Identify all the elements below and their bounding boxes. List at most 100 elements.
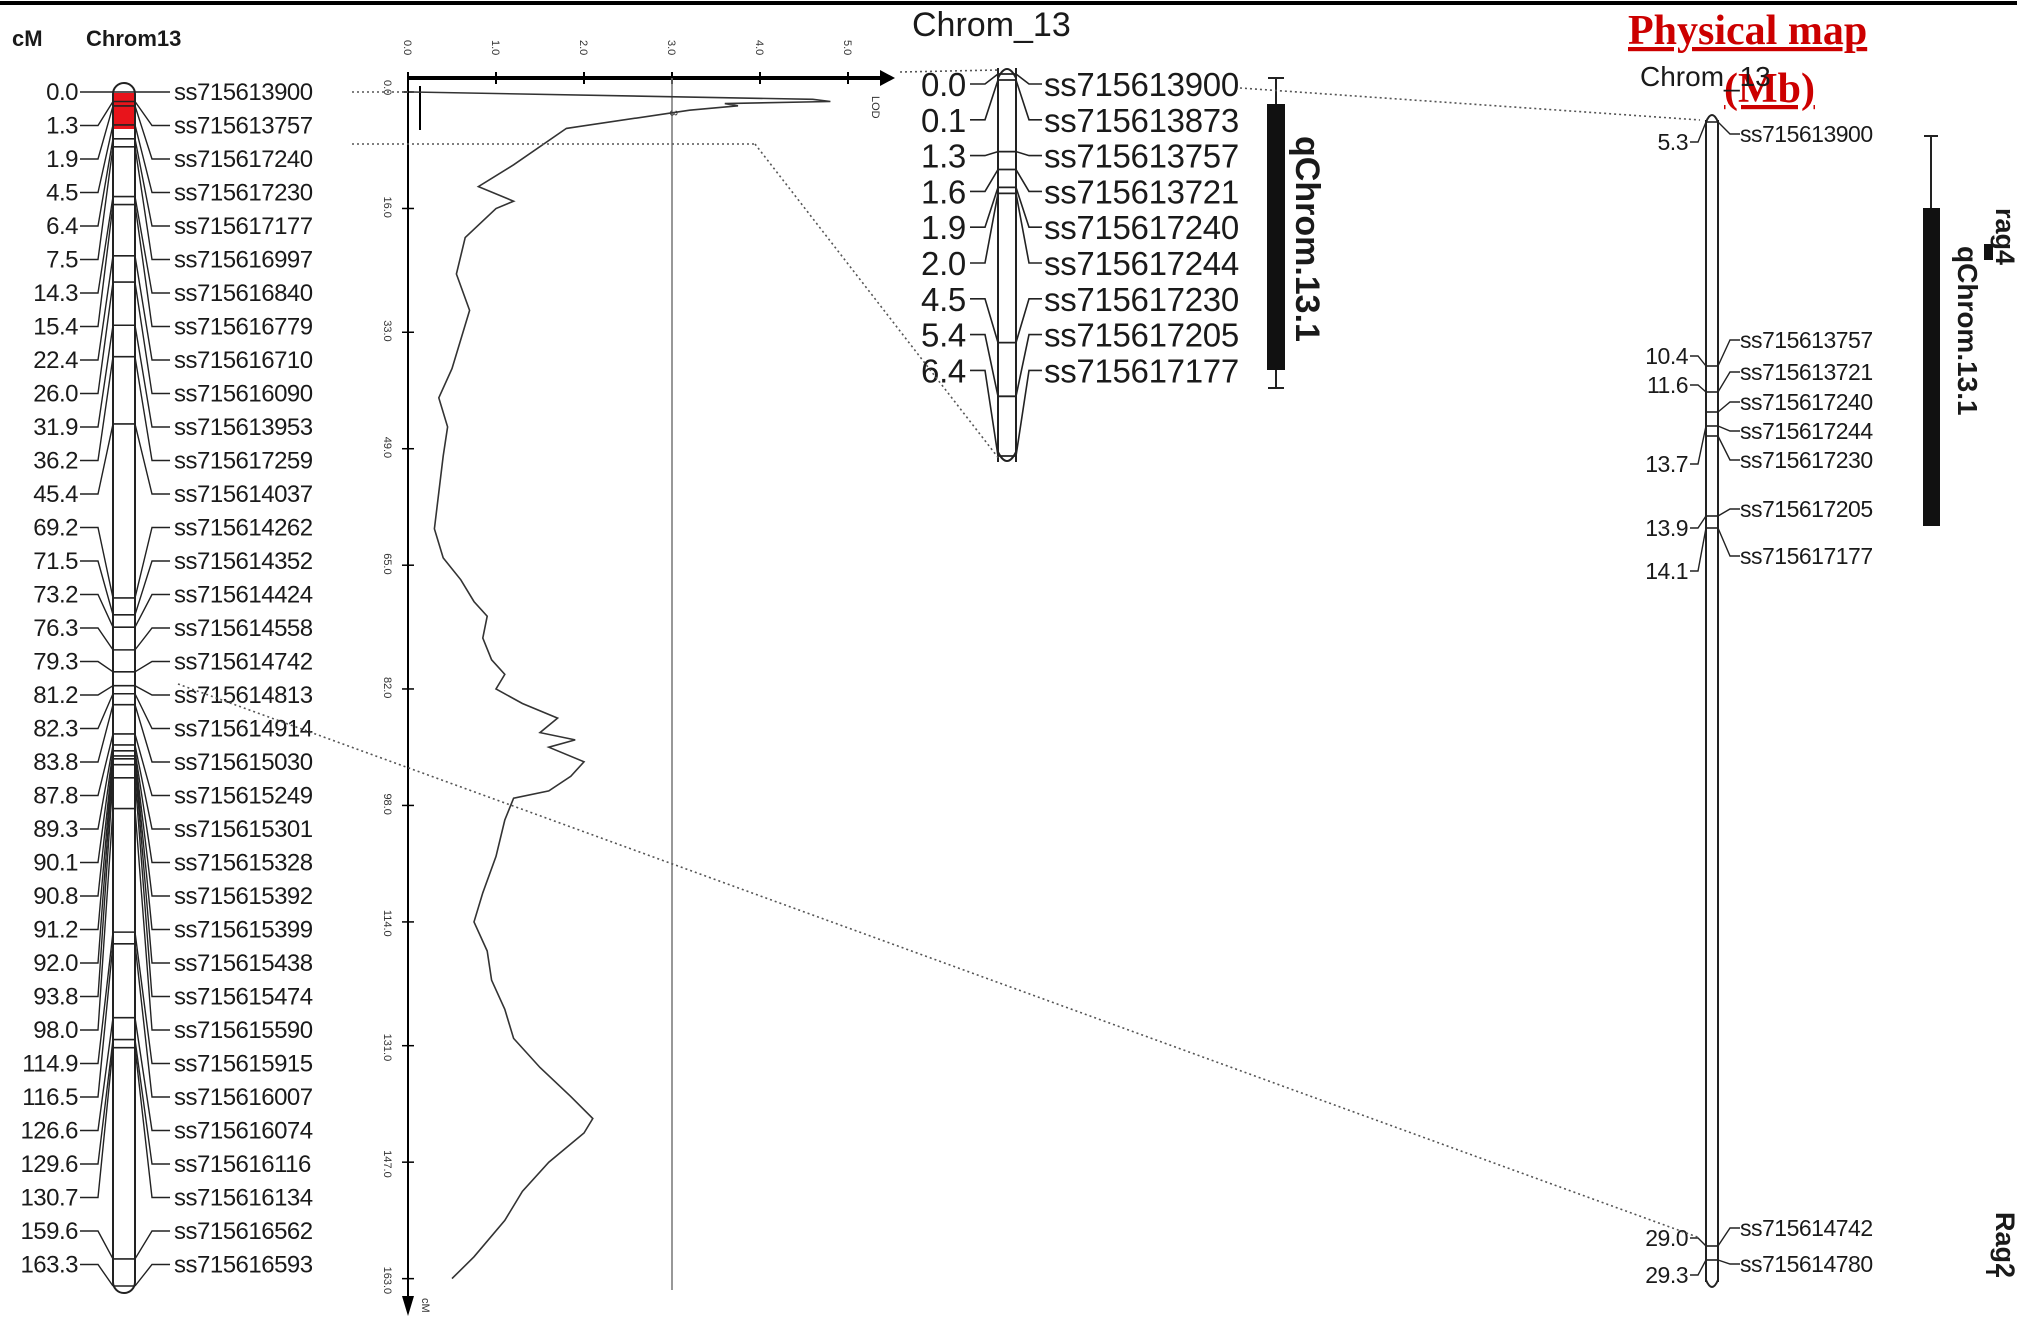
marker-leader-right — [134, 356, 170, 462]
marker-leader-left — [80, 1230, 114, 1260]
cm-tick-label: 114.0 — [381, 910, 393, 937]
marker-leader-left — [80, 764, 114, 964]
middle-leader-left — [970, 169, 999, 193]
chrom13-label: Chrom13 — [86, 26, 181, 51]
marker-leader-left — [80, 356, 114, 462]
marker-position-label: 98.0 — [33, 1017, 78, 1044]
marker-name-label: ss715614037 — [174, 481, 313, 508]
marker-leader-right — [134, 526, 170, 599]
marker-leader-right — [134, 1263, 170, 1287]
marker-position-label: 93.8 — [33, 984, 78, 1011]
physical-position-label: 14.1 — [1645, 558, 1688, 584]
middle-marker-name: ss715617177 — [1044, 352, 1239, 389]
cm-tick-label: 98.0 — [381, 793, 393, 814]
marker-position-label: 126.6 — [20, 1118, 78, 1145]
marker-position-label: 36.2 — [33, 448, 78, 475]
marker-name-label: ss715616007 — [174, 1084, 313, 1111]
marker-position-label: 79.3 — [33, 649, 78, 676]
marker-name-label: ss715617240 — [174, 146, 313, 173]
marker-name-label: ss715616134 — [174, 1185, 313, 1212]
marker-name-label: ss715616779 — [174, 314, 313, 341]
cm-axis-title: cM — [419, 1298, 431, 1313]
marker-leader-left — [80, 146, 114, 261]
marker-name-label: ss715615915 — [174, 1051, 313, 1078]
marker-name-label: ss715617259 — [174, 448, 313, 475]
marker-position-label: 22.4 — [33, 347, 78, 374]
physical-position-label: 11.6 — [1647, 372, 1688, 398]
physical-leader-right — [1717, 508, 1740, 517]
marker-leader-right — [134, 660, 170, 673]
lod-profile-plot: 0.0 1.0 2.0 3.0 4.0 5.0 LOD 0.0 16.0 33.0 49.0 65… — [381, 40, 895, 1316]
marker-leader-left — [80, 204, 114, 328]
rag4-marker — [1984, 244, 1993, 260]
lod-tick-label: 3.0 — [665, 40, 677, 55]
middle-leader-left — [970, 150, 999, 157]
physical-leader-right — [1717, 121, 1740, 135]
marker-leader-right — [134, 1017, 170, 1132]
marker-leader-left — [80, 744, 114, 830]
marker-name-label: ss715616116 — [174, 1151, 311, 1178]
middle-leader-left — [970, 79, 999, 121]
middle-leader-right — [1015, 150, 1042, 157]
marker-leader-right — [134, 744, 170, 830]
physical-map-unit: (Mb) — [1724, 66, 1815, 112]
linkage-map-chrom13: cM Chrom13 0.0 ss715613900 1.3 ss715613757 1… — [12, 26, 313, 1294]
marker-leader-left — [80, 627, 114, 651]
marker-leader-right — [134, 750, 170, 864]
middle-leader-left — [970, 297, 999, 343]
cm-tick-label: 49.0 — [381, 437, 393, 458]
marker-leader-left — [80, 758, 114, 931]
physical-qtl-bar — [1923, 208, 1940, 526]
physical-leader-left — [1690, 121, 1707, 143]
middle-leader-right — [1015, 169, 1042, 193]
marker-leader-right — [134, 593, 170, 628]
marker-leader-right — [134, 255, 170, 361]
physical-position-label: 5.3 — [1658, 129, 1688, 155]
marker-leader-left — [80, 101, 114, 127]
marker-position-label: 116.5 — [22, 1084, 78, 1111]
marker-leader-left — [80, 755, 114, 897]
marker-name-label: ss715615392 — [174, 883, 313, 910]
physical-leader-right — [1717, 435, 1740, 461]
marker-leader-right — [134, 423, 170, 495]
marker-leader-right — [134, 704, 170, 763]
physical-marker-name: ss715617244 — [1740, 418, 1873, 444]
middle-marker-name: ss715617205 — [1044, 317, 1239, 354]
physical-position-label: 13.7 — [1645, 451, 1688, 477]
cm-tick-label: 65.0 — [381, 553, 393, 574]
lod-tick-label: 4.0 — [753, 40, 765, 55]
marker-leader-right — [134, 758, 170, 931]
marker-leader-left — [80, 1017, 114, 1132]
middle-leader-right — [1015, 369, 1042, 457]
marker-leader-right — [134, 627, 170, 651]
marker-position-label: 71.5 — [33, 548, 78, 575]
marker-name-label: ss715615301 — [174, 816, 313, 843]
middle-leader-right — [1015, 187, 1042, 228]
marker-position-label: 0.0 — [46, 79, 78, 106]
physical-leader-left — [1690, 425, 1707, 465]
physical-marker-name: ss715613900 — [1740, 121, 1873, 147]
marker-leader-left — [80, 693, 114, 730]
qtl-interval-bar — [1267, 104, 1285, 370]
middle-position-label: 5.4 — [921, 317, 966, 354]
lod-axis-arrow — [880, 70, 895, 86]
marker-leader-left — [80, 325, 114, 428]
marker-position-label: 1.3 — [46, 113, 78, 140]
middle-leader-right — [1015, 73, 1042, 85]
middle-marker-name: ss715613900 — [1044, 66, 1239, 103]
marker-name-label: ss715614262 — [174, 515, 313, 542]
connector-lod-to-middle-top — [899, 69, 999, 73]
marker-position-label: 81.2 — [33, 682, 78, 709]
marker-leader-left — [80, 685, 114, 696]
physical-position-label: 13.9 — [1645, 515, 1688, 541]
physical-chromosome-top — [1705, 114, 1719, 123]
marker-leader-right — [134, 777, 170, 998]
marker-name-label: ss715616090 — [174, 381, 313, 408]
marker-name-label: ss715615399 — [174, 917, 313, 944]
marker-leader-left — [80, 733, 114, 797]
marker-name-label: ss715616562 — [174, 1218, 313, 1245]
marker-leader-right — [134, 685, 170, 696]
marker-name-label: ss715616840 — [174, 280, 313, 307]
marker-leader-right — [134, 808, 170, 1031]
